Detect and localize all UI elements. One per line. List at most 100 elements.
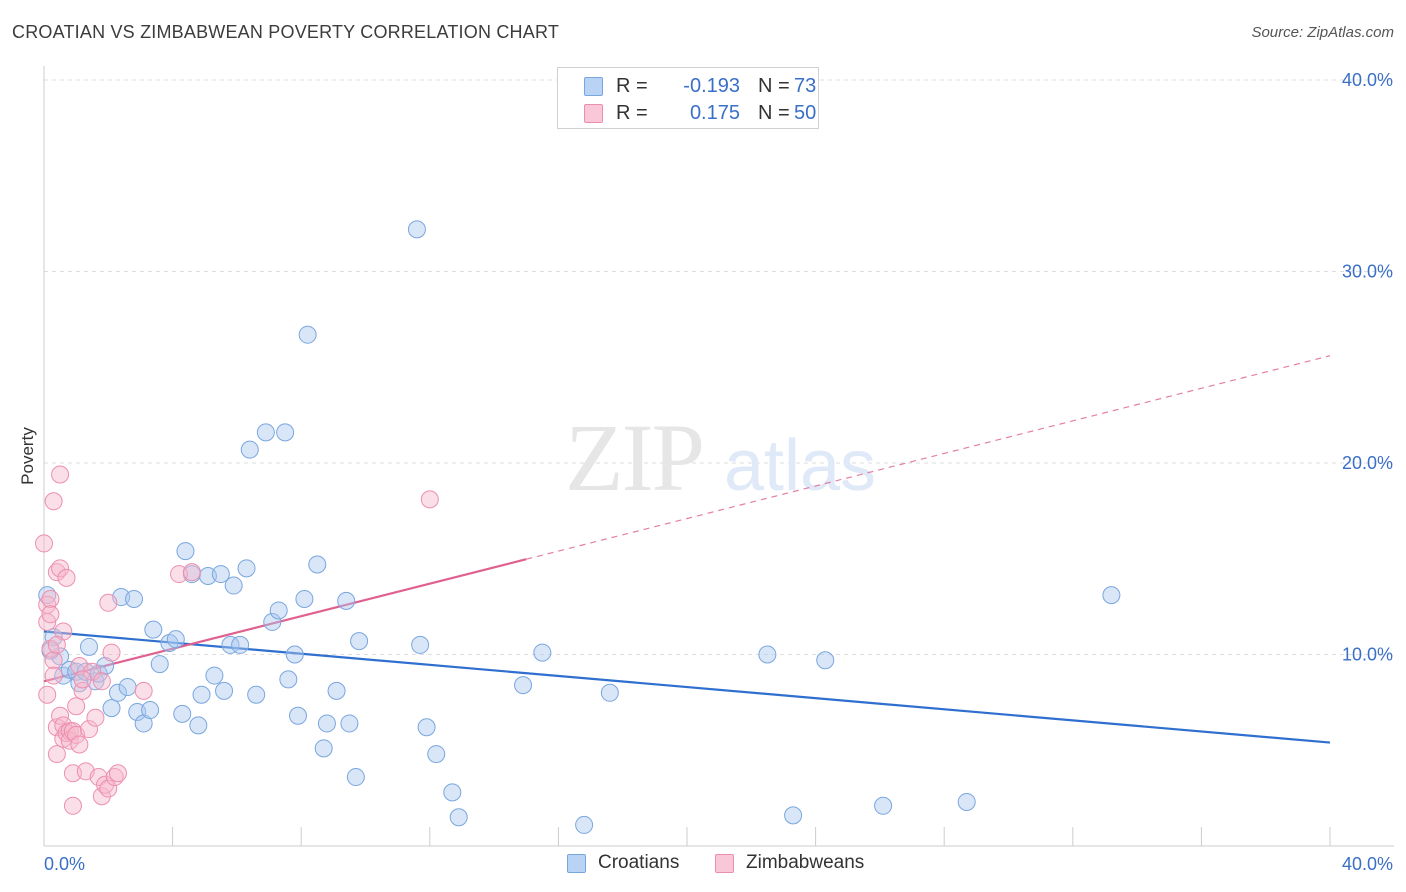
croatians-point <box>263 612 282 631</box>
croatians-point <box>189 716 208 735</box>
croatians-point <box>340 714 359 733</box>
y-tick-label: 40.0% <box>1342 70 1393 90</box>
n-value: 50 <box>794 102 817 124</box>
zimbabweans-point <box>51 559 70 578</box>
r-value: -0.193 <box>683 75 740 97</box>
zimbabweans-point <box>420 490 439 509</box>
zimbabweans-points <box>35 465 439 815</box>
croatians-point <box>957 792 976 811</box>
zimbabweans-point <box>182 563 201 582</box>
y-axis-label: Poverty <box>18 427 37 485</box>
croatians-point <box>443 783 462 802</box>
croatians-point <box>144 620 163 639</box>
zimbabweans-point <box>44 666 63 685</box>
croatians-point <box>427 745 446 764</box>
watermark-atlas: atlas <box>724 426 876 506</box>
croatians-point <box>288 706 307 725</box>
croatians-point <box>269 601 288 620</box>
correlation-legend: R = -0.193 N = 73 R = 0.175 N = 50 <box>557 67 819 129</box>
legend-item-croatians: Croatians <box>567 852 679 874</box>
zimbabweans-point <box>134 681 153 700</box>
y-tick-label: 30.0% <box>1342 262 1393 282</box>
y-tick-label: 20.0% <box>1342 453 1393 473</box>
croatians-point <box>256 423 275 442</box>
zimbabweans-point <box>92 787 111 806</box>
croatians-point <box>784 806 803 825</box>
croatians-point <box>176 542 195 561</box>
zimbabweans-trend-line <box>43 558 527 683</box>
croatians-point <box>279 670 298 689</box>
croatians-point <box>141 701 160 720</box>
zimbabweans-swatch <box>584 104 603 123</box>
croatians-point <box>533 643 552 662</box>
zimbabweans-point <box>92 672 111 691</box>
croatians-point <box>350 632 369 651</box>
croatians-point <box>192 685 211 704</box>
croatians-point <box>285 645 304 664</box>
zimbabweans-point <box>44 492 63 511</box>
croatians-point <box>298 325 317 344</box>
croatians-point <box>327 681 346 700</box>
croatians-trend-line <box>43 630 1331 744</box>
croatians-point <box>173 704 192 723</box>
zimbabweans-point <box>102 643 121 662</box>
zimbabweans-point <box>51 465 70 484</box>
croatians-point <box>150 655 169 674</box>
croatians-point <box>514 676 533 695</box>
x-tick-label-min: 0.0% <box>44 854 85 874</box>
croatians-point <box>758 645 777 664</box>
zimbabweans-point <box>73 670 92 689</box>
croatians-point <box>211 565 230 584</box>
croatians-point <box>108 683 127 702</box>
chart-title: CROATIAN VS ZIMBABWEAN POVERTY CORRELATI… <box>12 22 560 42</box>
zimbabweans-point <box>99 593 118 612</box>
trend-lines <box>43 355 1331 744</box>
zimbabweans-point <box>47 635 66 654</box>
croatians-point <box>575 815 594 834</box>
croatians-point <box>237 559 256 578</box>
croatians-point <box>215 681 234 700</box>
croatians-point <box>816 651 835 670</box>
zimbabweans-point <box>63 796 82 815</box>
croatians-point <box>337 591 356 610</box>
zimbabweans-point <box>83 662 102 681</box>
croatians-point <box>417 718 436 737</box>
chart-source: Source: ZipAtlas.com <box>1251 24 1394 41</box>
croatians-point <box>205 666 224 685</box>
croatians-point <box>314 739 333 758</box>
croatians-point <box>407 220 426 239</box>
croatians-point <box>247 685 266 704</box>
croatians-legend-swatch <box>567 853 586 873</box>
croatians-legend-label: Croatians <box>598 852 680 873</box>
croatians-point <box>118 678 137 697</box>
n-label: N = <box>758 75 790 97</box>
zimbabweans-legend-label: Zimbabweans <box>746 852 865 873</box>
zimbabweans-point <box>47 745 66 764</box>
croatians-point <box>221 635 240 654</box>
zimbabweans-point <box>51 706 70 725</box>
legend-item-zimbabweans: Zimbabweans <box>715 852 864 874</box>
croatians-point <box>411 635 430 654</box>
croatians-point <box>600 683 619 702</box>
zimbabweans-point <box>41 589 60 608</box>
croatians-point <box>231 635 250 654</box>
croatians-point <box>60 660 79 679</box>
zimbabweans-point <box>67 697 86 716</box>
croatians-point <box>874 796 893 815</box>
croatians-point <box>1102 586 1121 605</box>
r-label: R = <box>616 75 648 97</box>
y-tick-label: 10.0% <box>1342 645 1393 665</box>
croatians-point <box>166 630 185 649</box>
croatians-point <box>276 423 295 442</box>
zimbabweans-point <box>108 764 127 783</box>
zimbabweans-point <box>38 685 57 704</box>
zimbabweans-point <box>86 708 105 727</box>
croatians-point <box>308 555 327 574</box>
zimbabweans-point <box>44 651 63 670</box>
r-label: R = <box>616 102 648 124</box>
croatians-point <box>295 589 314 608</box>
croatians-point <box>224 576 243 595</box>
croatians-point <box>346 768 365 787</box>
r-value: 0.175 <box>689 102 740 124</box>
